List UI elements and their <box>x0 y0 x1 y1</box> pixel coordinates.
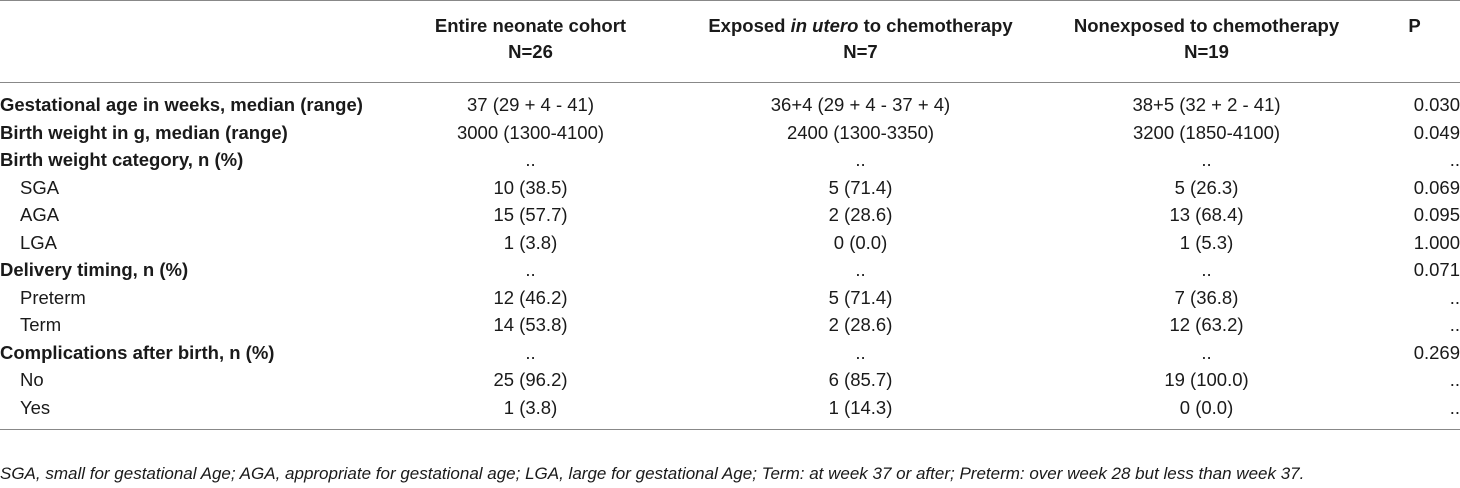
table-row: SGA 10 (38.5) 5 (71.4) 5 (26.3) 0.069 <box>0 174 1460 202</box>
cell-entire: 14 (53.8) <box>493 314 568 335</box>
cell-nonexposed: .. <box>1201 149 1212 170</box>
cell-entire: 3000 (1300-4100) <box>456 121 605 143</box>
cell-exposed: 2 (28.6) <box>828 314 893 335</box>
cell-p: .. <box>1449 369 1460 390</box>
table-row: Term 14 (53.8) 2 (28.6) 12 (63.2) .. <box>0 311 1460 339</box>
row-label: Complications after birth, n (%) <box>0 341 275 363</box>
row-label: Yes <box>0 393 378 430</box>
row-label: Birth weight in g, median (range) <box>0 121 288 143</box>
table-row: Complications after birth, n (%) .. .. .… <box>0 339 1460 367</box>
header-entire-cohort-title: Entire neonate cohort <box>434 15 627 36</box>
header-exposed-post: to chemotherapy <box>858 15 1013 36</box>
table-row: LGA 1 (3.8) 0 (0.0) 1 (5.3) 1.000 <box>0 229 1460 257</box>
table-row: Delivery timing, n (%) .. .. .. 0.071 <box>0 256 1460 284</box>
cell-exposed: .. <box>855 259 866 280</box>
cell-nonexposed: 19 (100.0) <box>1164 369 1249 390</box>
row-label: No <box>20 369 44 390</box>
header-exposed-title: Exposed in utero to chemotherapy <box>687 13 1034 39</box>
table-row: AGA 15 (57.7) 2 (28.6) 13 (68.4) 0.095 <box>0 201 1460 229</box>
cell-p: 0.269 <box>1413 341 1460 363</box>
neonate-outcomes-table: Entire neonate cohort N=26 Exposed in ut… <box>0 0 1460 430</box>
cell-entire: 12 (46.2) <box>493 286 568 308</box>
table-header-row: Entire neonate cohort N=26 Exposed in ut… <box>0 0 1460 83</box>
cell-exposed: 2400 (1300-3350) <box>786 121 935 143</box>
table-row: No 25 (96.2) 6 (85.7) 19 (100.0) .. <box>0 366 1460 394</box>
cell-exposed: 5 (71.4) <box>828 176 893 198</box>
header-p-value: P <box>1375 0 1460 83</box>
header-exposed: Exposed in utero to chemotherapy N=7 <box>683 0 1038 83</box>
row-label: Term <box>20 314 62 335</box>
row-label: Delivery timing, n (%) <box>0 259 189 280</box>
table-row: Birth weight category, n (%) .. .. .. .. <box>0 146 1460 174</box>
cell-p: 1.000 <box>1413 231 1460 253</box>
cell-entire: 25 (96.2) <box>493 369 568 390</box>
cell-p: .. <box>1449 286 1460 308</box>
cell-nonexposed: 7 (36.8) <box>1174 286 1239 308</box>
table-row: Gestational age in weeks, median (range)… <box>0 83 1460 119</box>
cell-entire: 15 (57.7) <box>493 204 568 225</box>
cell-exposed: .. <box>855 341 866 363</box>
header-entire-cohort-n: N=26 <box>508 41 553 62</box>
row-label: SGA <box>20 176 60 198</box>
cell-p: .. <box>1449 314 1460 335</box>
row-label: Gestational age in weeks, median (range) <box>0 94 363 115</box>
cell-nonexposed: 1 (5.3) <box>1179 231 1234 253</box>
cell-exposed: .. <box>855 149 866 170</box>
cell-nonexposed: .. <box>1201 259 1212 280</box>
cell-entire: .. <box>525 341 536 363</box>
cell-nonexposed: 13 (68.4) <box>1169 204 1244 225</box>
cell-nonexposed: 12 (63.2) <box>1169 314 1244 335</box>
cell-entire: .. <box>525 149 536 170</box>
cell-p: 0.049 <box>1413 121 1460 143</box>
cell-exposed: 0 (0.0) <box>833 231 888 253</box>
header-exposed-italic: in utero <box>790 15 859 36</box>
cell-entire: 1 (3.8) <box>503 231 558 253</box>
row-label: AGA <box>20 204 60 225</box>
cell-exposed: 2 (28.6) <box>828 204 893 225</box>
cell-exposed: 6 (85.7) <box>828 369 893 390</box>
cell-nonexposed: 5 (26.3) <box>1174 176 1239 198</box>
table-row: Preterm 12 (46.2) 5 (71.4) 7 (36.8) .. <box>0 284 1460 312</box>
cell-nonexposed: 3200 (1850-4100) <box>1132 121 1281 143</box>
table-row: Yes 1 (3.8) 1 (14.3) 0 (0.0) .. <box>0 393 1460 430</box>
cell-p: 0.071 <box>1413 259 1460 280</box>
cell-entire: 37 (29 + 4 - 41) <box>466 94 594 115</box>
row-label: Preterm <box>20 286 86 308</box>
row-label: Birth weight category, n (%) <box>0 149 244 170</box>
cell-p: .. <box>1375 393 1460 430</box>
cell-entire: 10 (38.5) <box>493 176 568 198</box>
header-nonexposed-title: Nonexposed to chemotherapy <box>1073 15 1340 36</box>
cell-exposed: 5 (71.4) <box>828 286 893 308</box>
header-nonexposed-n: N=19 <box>1184 41 1229 62</box>
header-entire-cohort: Entire neonate cohort N=26 <box>378 0 683 83</box>
table-footnote: SGA, small for gestational Age; AGA, app… <box>0 464 1305 483</box>
cell-exposed: 36+4 (29 + 4 - 37 + 4) <box>770 94 951 115</box>
header-nonexposed: Nonexposed to chemotherapy N=19 <box>1038 0 1375 83</box>
cell-nonexposed: 38+5 (32 + 2 - 41) <box>1132 94 1281 115</box>
cell-p: 0.030 <box>1413 94 1460 115</box>
header-empty-cell <box>0 0 378 83</box>
table-row: Birth weight in g, median (range) 3000 (… <box>0 119 1460 147</box>
cell-nonexposed: 0 (0.0) <box>1038 393 1375 430</box>
cell-nonexposed: .. <box>1201 341 1212 363</box>
cell-entire: .. <box>525 259 536 280</box>
cell-p: 0.069 <box>1413 176 1460 198</box>
cell-p: 0.095 <box>1413 204 1460 225</box>
cell-exposed: 1 (14.3) <box>683 393 1038 430</box>
cell-entire: 1 (3.8) <box>378 393 683 430</box>
header-exposed-n: N=7 <box>843 41 878 62</box>
cell-p: .. <box>1449 149 1460 170</box>
row-label: LGA <box>20 231 58 253</box>
header-exposed-pre: Exposed <box>708 15 791 36</box>
